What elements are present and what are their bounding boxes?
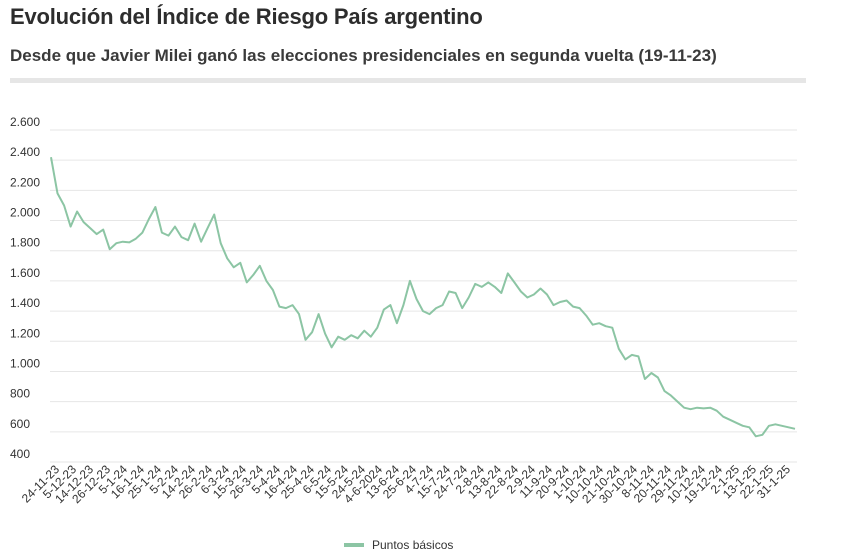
y-tick-label: 800 [10,387,30,401]
y-tick-label: 1.200 [10,326,40,340]
y-tick-label: 1.800 [10,236,40,250]
legend[interactable]: Puntos básicos [344,538,453,552]
y-tick-label: 2.400 [10,145,40,159]
chart-subtitle: Desde que Javier Milei ganó las eleccion… [10,46,717,65]
x-axis: 24-11-235-12-2314-12-2326-12-235-1-2416-… [19,462,793,506]
y-tick-label: 2.200 [10,175,40,189]
series-line-puntos-basicos[interactable] [50,157,796,438]
legend-label: Puntos básicos [372,538,454,552]
y-tick-label: 1.400 [10,296,40,310]
series-group [50,157,796,438]
chart-title: Evolución del Índice de Riesgo País arge… [10,4,483,29]
y-tick-label: 600 [10,417,30,431]
y-tick-label: 1.600 [10,266,40,280]
y-tick-label: 2.600 [10,115,40,129]
y-tick-label: 2.000 [10,206,40,220]
legend-swatch [344,543,364,547]
y-axis: 400 600 800 1.000 1.200 1.400 1.600 1.800 2.000 2… [10,115,40,461]
grid-lines [50,129,797,463]
header-divider [10,78,806,83]
y-tick-label: 1.000 [10,356,40,370]
y-tick-label: 400 [10,447,30,461]
